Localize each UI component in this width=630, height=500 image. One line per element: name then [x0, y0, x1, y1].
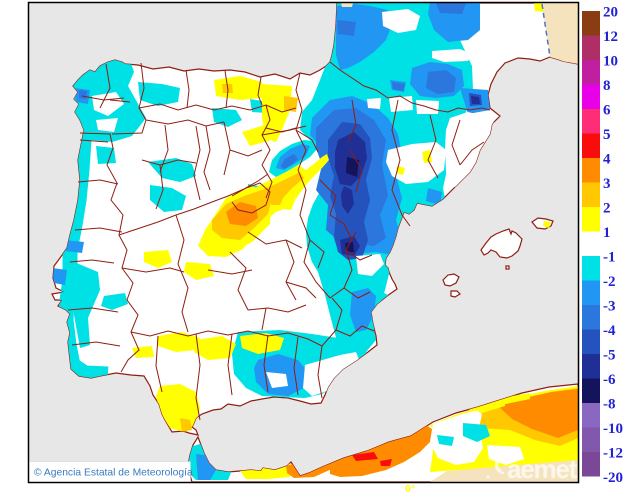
- svg-text:aemet: aemet: [507, 454, 578, 484]
- svg-text:-8: -8: [603, 397, 616, 413]
- svg-text:-1: -1: [603, 250, 616, 266]
- svg-text:-20: -20: [603, 470, 623, 486]
- svg-text:6: 6: [603, 103, 611, 119]
- svg-text:10: 10: [603, 54, 618, 70]
- svg-text:3: 3: [603, 176, 611, 192]
- svg-text:2: 2: [603, 201, 611, 217]
- svg-text:20: 20: [603, 5, 618, 21]
- svg-text:© Agencia Estatal de Meteorolo: © Agencia Estatal de Meteorología: [34, 468, 193, 479]
- svg-text:1: 1: [603, 225, 611, 241]
- svg-text:-2: -2: [603, 274, 616, 290]
- svg-text:0°: 0°: [405, 483, 415, 495]
- svg-text:12: 12: [603, 29, 618, 45]
- svg-text:-3: -3: [603, 299, 616, 315]
- svg-text:-6: -6: [603, 372, 616, 388]
- svg-text:5: 5: [603, 127, 611, 143]
- svg-text:8: 8: [603, 78, 611, 94]
- svg-text:-4: -4: [603, 323, 616, 339]
- svg-text:-10: -10: [603, 421, 623, 437]
- svg-text:-5: -5: [603, 348, 616, 364]
- svg-text:-12: -12: [603, 446, 623, 462]
- svg-text:4: 4: [603, 152, 611, 168]
